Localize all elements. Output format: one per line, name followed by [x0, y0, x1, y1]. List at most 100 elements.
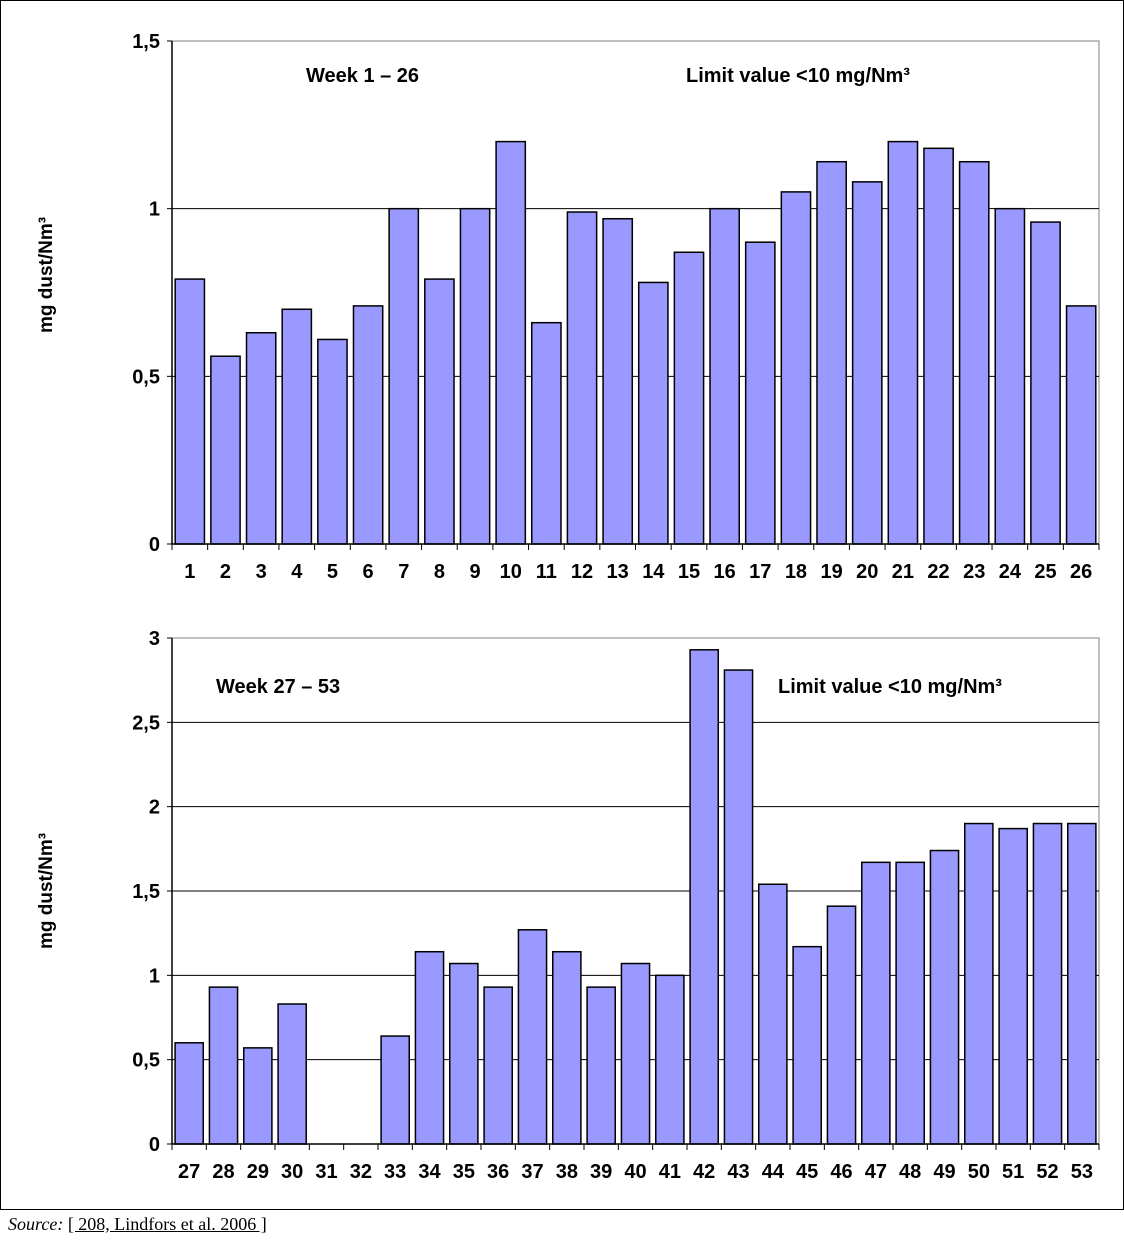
bar	[380, 1035, 410, 1145]
x-tick-label: 33	[384, 1161, 406, 1183]
bar	[566, 211, 598, 545]
x-tick-label: 53	[1071, 1161, 1093, 1183]
x-tick-label: 4	[291, 561, 303, 583]
bar	[655, 974, 685, 1145]
bar	[208, 986, 239, 1145]
bar	[245, 331, 277, 545]
x-tick-label: 20	[856, 561, 878, 583]
x-tick-label: 52	[1036, 1161, 1058, 1183]
x-tick-label: 45	[796, 1161, 818, 1183]
x-tick-label: 29	[247, 1161, 269, 1183]
bar	[281, 308, 313, 545]
bar	[1065, 305, 1097, 545]
bar	[1032, 822, 1063, 1145]
x-tick-label: 16	[714, 561, 736, 583]
bar	[964, 822, 994, 1145]
x-tick-label: 2	[220, 561, 231, 583]
x-tick-label: 5	[327, 561, 338, 583]
x-tick-label: 31	[315, 1161, 337, 1183]
bar	[317, 338, 348, 545]
x-tick-label: 12	[571, 561, 593, 583]
bar	[895, 861, 925, 1145]
y-tick-label: 1	[149, 965, 160, 987]
y-tick-label: 3	[149, 628, 160, 650]
x-tick-label: 11	[536, 561, 557, 583]
x-tick-label: 47	[865, 1161, 887, 1183]
x-tick-label: 44	[762, 1161, 785, 1183]
bar	[352, 305, 384, 545]
x-tick-label: 26	[1070, 561, 1092, 583]
x-tick-label: 40	[624, 1161, 646, 1183]
y-tick-label: 0,5	[132, 366, 160, 388]
x-tick-label: 37	[521, 1161, 543, 1183]
bar	[673, 251, 705, 545]
chart-annotation: Week 27 – 53	[216, 676, 340, 698]
x-tick-label: 24	[999, 561, 1022, 583]
x-tick-label: 32	[350, 1161, 372, 1183]
bar	[243, 1047, 273, 1145]
bar	[723, 669, 754, 1145]
x-tick-label: 9	[469, 561, 480, 583]
x-tick-label: 42	[693, 1161, 715, 1183]
bar	[414, 950, 445, 1145]
bar	[958, 160, 990, 545]
bar	[689, 649, 719, 1145]
y-tick-label: 0	[149, 534, 160, 556]
bar	[994, 207, 1026, 545]
bar	[1030, 221, 1061, 545]
bar	[586, 986, 616, 1145]
x-tick-label: 48	[899, 1161, 921, 1183]
chart-annotation: Limit value <10 mg/Nm³	[686, 65, 910, 87]
y-axis-label: mg dust/Nm³	[36, 217, 57, 333]
bar	[517, 929, 548, 1145]
x-tick-label: 6	[363, 561, 374, 583]
x-tick-label: 27	[178, 1161, 200, 1183]
bar	[744, 241, 776, 545]
x-tick-label: 41	[659, 1161, 681, 1183]
bar	[637, 281, 669, 545]
x-tick-label: 21	[892, 561, 914, 583]
x-tick-label: 36	[487, 1161, 509, 1183]
bar	[174, 1042, 204, 1145]
x-tick-label: 30	[281, 1161, 303, 1183]
bar	[758, 883, 788, 1145]
y-axis-label: mg dust/Nm³	[36, 833, 57, 949]
x-tick-label: 10	[500, 561, 522, 583]
x-tick-label: 17	[749, 561, 771, 583]
y-tick-label: 1,5	[132, 31, 160, 53]
bar	[620, 962, 651, 1145]
bar	[449, 962, 479, 1145]
bar	[929, 849, 960, 1145]
chart-annotation: Limit value <10 mg/Nm³	[778, 676, 1002, 698]
bar	[851, 181, 883, 545]
chart-annotation: Week 1 – 26	[306, 65, 419, 87]
x-tick-label: 34	[418, 1161, 441, 1183]
x-tick-label: 51	[1002, 1161, 1024, 1183]
bar	[792, 945, 822, 1145]
bar	[861, 861, 891, 1145]
x-tick-label: 35	[453, 1161, 475, 1183]
bar	[816, 160, 847, 545]
x-tick-label: 15	[678, 561, 700, 583]
x-tick-label: 39	[590, 1161, 612, 1183]
x-tick-label: 7	[398, 561, 409, 583]
x-tick-label: 23	[963, 561, 985, 583]
x-tick-label: 46	[830, 1161, 852, 1183]
y-tick-label: 1,5	[132, 881, 160, 903]
bar	[923, 147, 954, 545]
chart-1: 00,511,51 2 3 4 5 6 7 8 9 10 11 12 13 14 15 16 17 18 19 20 2…	[36, 31, 1100, 583]
bar	[277, 1003, 307, 1145]
bar	[552, 950, 582, 1145]
bar	[826, 905, 857, 1145]
x-tick-label: 38	[556, 1161, 578, 1183]
bar	[1067, 822, 1097, 1145]
bar	[495, 140, 527, 545]
x-tick-label: 43	[727, 1161, 749, 1183]
y-tick-label: 0	[149, 1134, 160, 1156]
source-reference-link[interactable]: [ 208, Lindfors et al. 2006 ]	[67, 1214, 267, 1234]
bar	[459, 207, 491, 545]
y-tick-label: 1	[149, 199, 160, 221]
bar	[602, 217, 634, 545]
source-citation: Source: [ 208, Lindfors et al. 2006 ]	[8, 1214, 267, 1235]
bar	[709, 207, 741, 545]
